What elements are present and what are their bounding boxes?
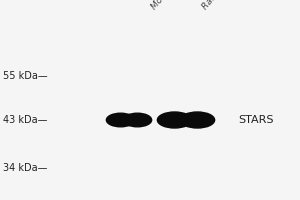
Ellipse shape bbox=[106, 113, 135, 127]
Text: Mouse skeletal muscle: Mouse skeletal muscle bbox=[150, 0, 223, 12]
Ellipse shape bbox=[180, 112, 215, 128]
Ellipse shape bbox=[123, 113, 152, 127]
Ellipse shape bbox=[157, 112, 192, 128]
Text: Rat skeletal muscle: Rat skeletal muscle bbox=[201, 0, 265, 12]
Text: STARS: STARS bbox=[238, 115, 274, 125]
Text: 34 kDa—: 34 kDa— bbox=[3, 163, 47, 173]
Text: 43 kDa—: 43 kDa— bbox=[3, 115, 47, 125]
Text: 55 kDa—: 55 kDa— bbox=[3, 71, 48, 81]
